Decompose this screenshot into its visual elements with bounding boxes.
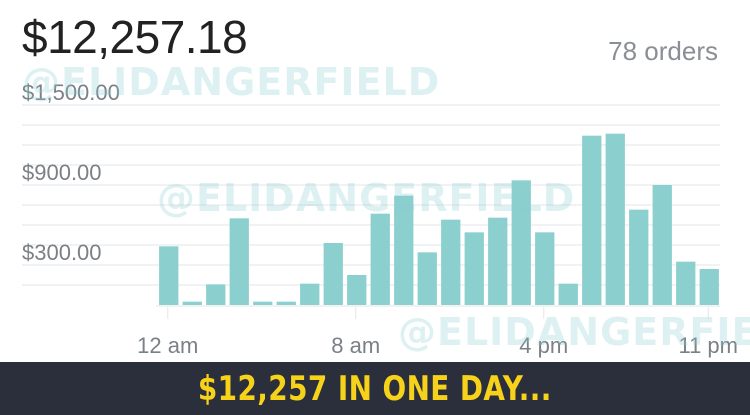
x-tick-label: 11 pm: [678, 333, 738, 358]
bar-11-pm: [699, 269, 719, 305]
watermark-text: @ELIDANGERFIELD: [398, 310, 750, 354]
bar-3-pm: [511, 180, 531, 305]
bar-1-pm: [464, 232, 484, 305]
bar-11-am: [417, 252, 437, 305]
x-tick-label: 4 pm: [519, 333, 568, 358]
bar-1-am: [182, 301, 202, 305]
bar-12-pm: [441, 219, 461, 305]
caption-text: $12,257 IN ONE DAY...: [198, 368, 552, 409]
bar-10-pm: [676, 261, 696, 305]
bar-4-pm: [535, 232, 555, 305]
bar-6-am: [300, 283, 320, 305]
bar-3-am: [229, 218, 249, 305]
hourly-sales-bar-chart: $300.00 $900.00 $1,500.00 12 am 8 am 4 pm 11 p…: [22, 80, 738, 358]
y-tick-label: $900.00: [22, 160, 102, 185]
y-tick-label: $300.00: [22, 240, 102, 265]
bar-8-am: [347, 275, 367, 305]
bar-5-pm: [558, 283, 578, 305]
watermark-text: @ELIDANGERFIELD: [157, 176, 576, 220]
bar-5-am: [276, 301, 296, 305]
watermark-text: @ELIDANGERFIELD: [22, 60, 441, 104]
bar-4-am: [253, 301, 273, 305]
bar-2-pm: [488, 217, 508, 305]
x-tick-label: 8 am: [331, 333, 380, 358]
caption-banner: $12,257 IN ONE DAY...: [0, 362, 750, 415]
bar-7-am: [323, 243, 343, 305]
bar-10-am: [394, 195, 414, 305]
bar-9-pm: [652, 185, 672, 305]
orders-count: 78 orders: [608, 36, 718, 66]
y-tick-label: $1,500.00: [22, 80, 120, 105]
bar-6-pm: [582, 135, 602, 305]
bar-12-am: [159, 246, 179, 305]
x-tick-label: 12 am: [137, 333, 198, 358]
bar-2-am: [206, 284, 226, 305]
bar-9-am: [370, 213, 390, 305]
total-sales-value: $12,257.18: [22, 11, 248, 63]
bar-8-pm: [629, 209, 649, 305]
bar-7-pm: [605, 133, 625, 305]
